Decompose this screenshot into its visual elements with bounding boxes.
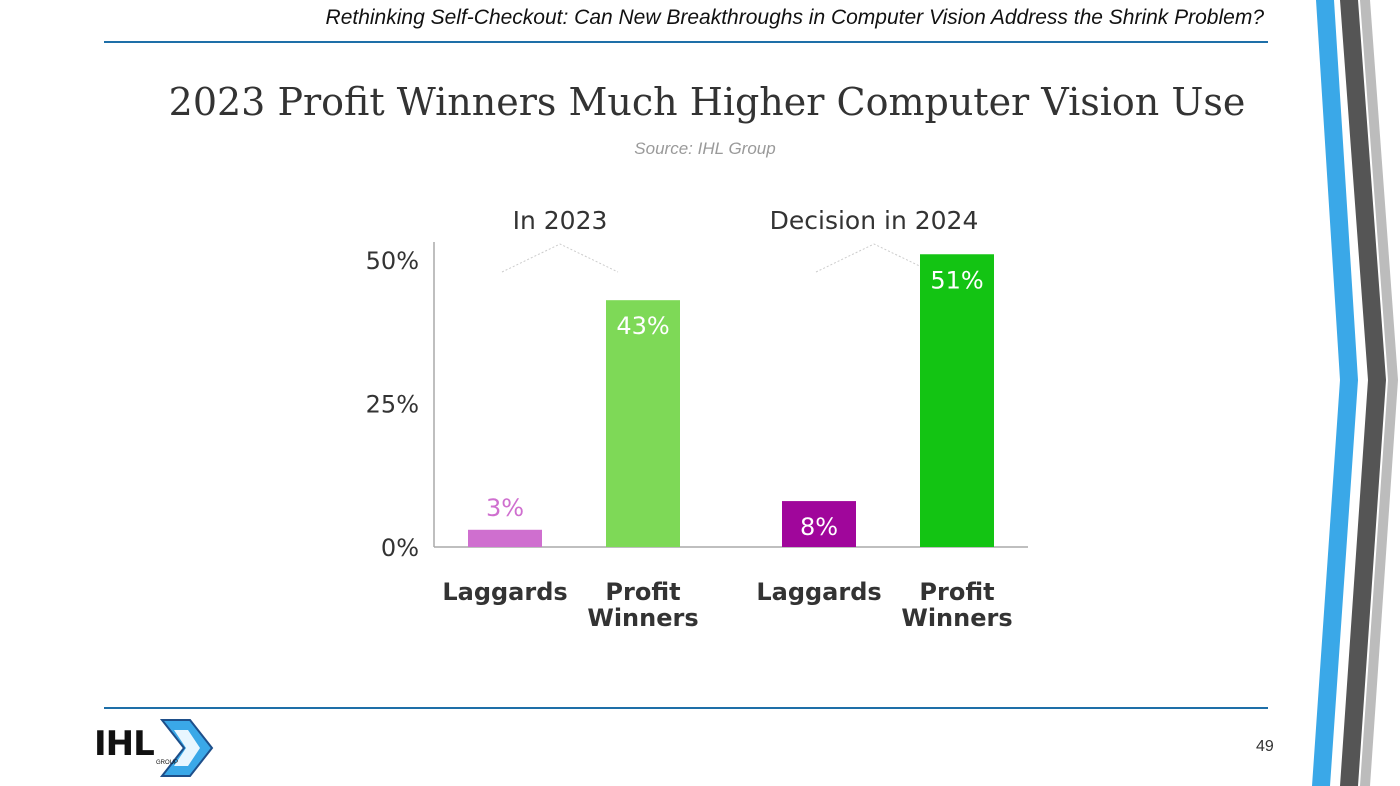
group-bracket <box>815 243 933 273</box>
logo-subtext: GROUP <box>156 760 179 766</box>
decorative-chevron-stripes <box>1312 0 1398 786</box>
company-logo: IHL GROUP <box>92 716 217 780</box>
bar <box>920 254 994 547</box>
y-tick-label: 0% <box>381 534 419 562</box>
data-label: 43% <box>616 312 669 340</box>
y-tick-label: 50% <box>366 247 419 275</box>
group-label: Decision in 2024 <box>770 206 979 235</box>
group-label: In 2023 <box>513 206 608 235</box>
chevron-logo-icon <box>159 719 214 777</box>
data-label: 8% <box>800 513 838 541</box>
category-label: Profit <box>919 578 994 606</box>
header-subtitle: Rethinking Self-Checkout: Can New Breakt… <box>325 6 1264 29</box>
category-label: Winners <box>901 604 1012 632</box>
logo-text: IHL <box>94 724 155 764</box>
top-rule <box>104 41 1268 43</box>
category-label: Profit <box>605 578 680 606</box>
category-label: Winners <box>587 604 698 632</box>
bar <box>606 300 680 547</box>
source-note: Source: IHL Group <box>634 139 776 158</box>
bottom-rule <box>104 707 1268 709</box>
category-label: Laggards <box>442 578 567 606</box>
y-tick-label: 25% <box>366 391 419 419</box>
bar-chart: 0%25%50%In 20233%Laggards43%ProfitWinner… <box>366 206 1028 632</box>
group-bracket <box>501 243 619 273</box>
bar <box>782 501 856 547</box>
slide-title: 2023 Profit Winners Much Higher Computer… <box>168 80 1246 124</box>
page-number: 49 <box>1256 738 1274 755</box>
data-label: 3% <box>486 494 524 522</box>
data-label: 51% <box>930 266 983 294</box>
category-label: Laggards <box>756 578 881 606</box>
bar <box>468 529 542 547</box>
